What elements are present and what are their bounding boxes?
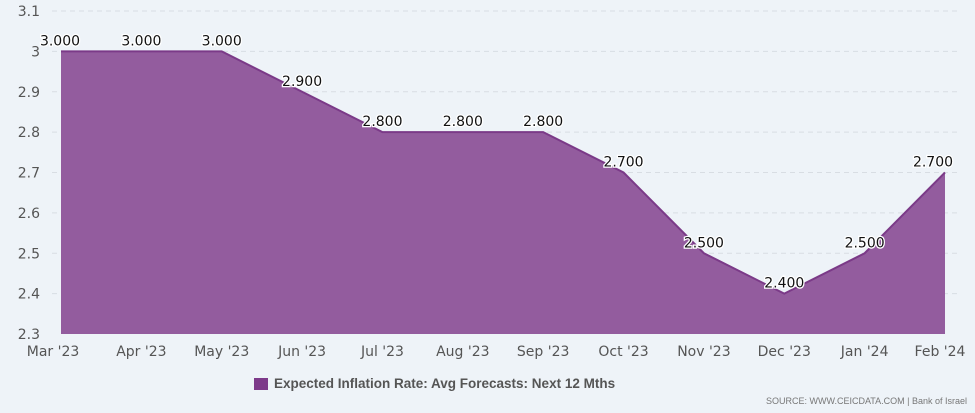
y-tick-label: 3	[31, 44, 40, 60]
x-tick-label: Sep '23	[517, 344, 570, 360]
data-label: 2.900	[282, 74, 322, 90]
x-tick-label: Oct '23	[598, 344, 648, 360]
legend[interactable]: Expected Inflation Rate: Avg Forecasts: …	[254, 376, 615, 391]
x-tick-label: Mar '23	[27, 344, 80, 360]
x-tick-label: May '23	[194, 344, 249, 360]
data-label: 2.500	[684, 235, 724, 251]
data-label: 2.800	[443, 114, 483, 130]
x-tick-label: Aug '23	[436, 344, 489, 360]
series-line	[61, 50, 946, 295]
y-tick-label: 2.3	[18, 327, 40, 343]
data-label: 3.000	[40, 33, 80, 49]
x-tick-label: Jun '23	[277, 344, 326, 360]
data-label: 2.500	[845, 235, 885, 251]
data-label: 2.800	[523, 114, 563, 130]
y-tick-label: 2.6	[18, 206, 40, 222]
y-tick-label: 2.9	[18, 85, 40, 101]
data-label: 3.000	[202, 33, 242, 49]
y-tick-label: 2.7	[18, 166, 40, 182]
x-tick-label: Apr '23	[116, 344, 166, 360]
y-tick-label: 2.5	[18, 246, 40, 262]
data-label: 3.000	[121, 33, 161, 49]
source-note: SOURCE: WWW.CEICDATA.COM | Bank of Israe…	[765, 396, 967, 406]
x-tick-label: Nov '23	[677, 344, 730, 360]
x-tick-label: Feb '24	[915, 344, 966, 360]
data-label: 2.800	[362, 114, 402, 130]
series-area	[61, 51, 945, 334]
data-label: 2.700	[913, 155, 953, 171]
y-tick-label: 2.4	[18, 287, 40, 303]
x-tick-label: Jan '24	[840, 344, 889, 360]
x-tick-label: Jul '23	[360, 344, 404, 360]
legend-swatch	[254, 377, 268, 390]
data-label: 2.400	[764, 276, 804, 292]
x-tick-label: Dec '23	[758, 344, 811, 360]
legend-label: Expected Inflation Rate: Avg Forecasts: …	[274, 376, 616, 391]
y-tick-label: 3.1	[18, 4, 40, 20]
y-tick-label: 2.8	[18, 125, 40, 141]
data-label: 2.700	[603, 155, 643, 171]
